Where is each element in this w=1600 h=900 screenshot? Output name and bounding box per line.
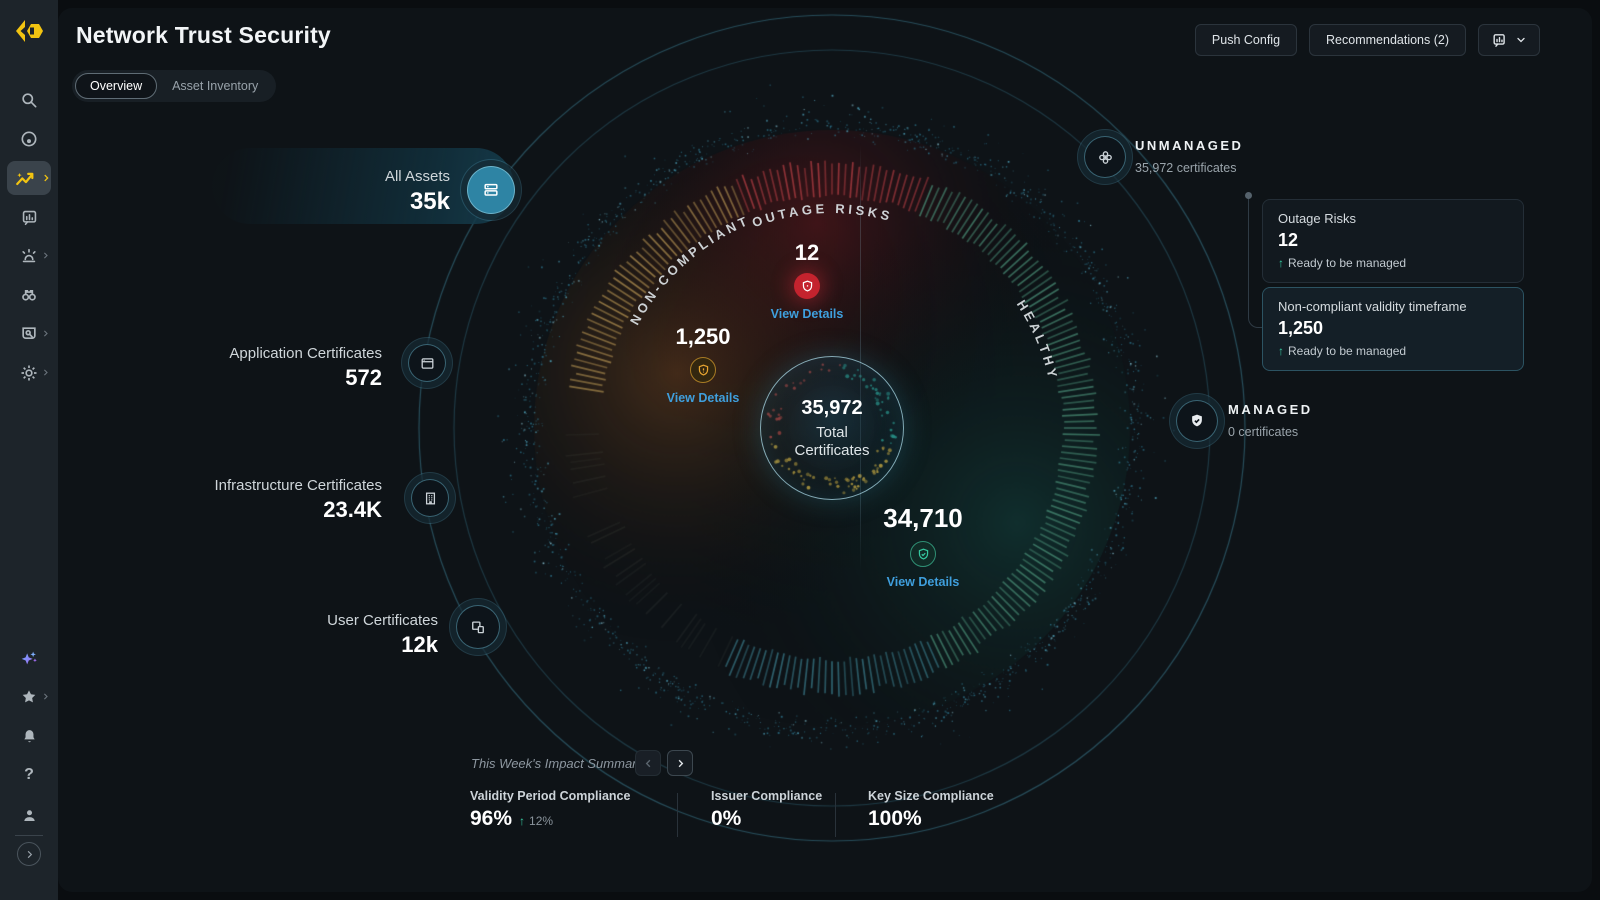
- sidebar-divider: [15, 835, 43, 836]
- stat-value: 100%: [868, 807, 922, 830]
- shield-warning-icon: [690, 357, 716, 383]
- dashboard-board-icon: [1491, 32, 1508, 49]
- stat-divider: [835, 793, 836, 837]
- total-certificates-circle: 35,972 Total Certificates: [760, 356, 904, 500]
- chevron-right-icon: [41, 329, 51, 339]
- devices-icon[interactable]: [456, 605, 500, 649]
- chevron-down-icon: [1515, 34, 1527, 46]
- help-icon[interactable]: ?: [24, 766, 34, 783]
- noncompliant-value: 1,250: [675, 324, 731, 349]
- tab-overview[interactable]: Overview: [75, 73, 158, 99]
- app-window-icon[interactable]: [408, 344, 446, 382]
- server-icon[interactable]: [467, 166, 515, 214]
- shield-alert-icon: [794, 273, 820, 299]
- stat-value: 96%: [470, 807, 513, 830]
- asset-infrastructure-certificates[interactable]: Infrastructure Certificates 23.4K: [182, 477, 382, 523]
- stat-validity-period-compliance: Validity Period Compliance 96% ↑ 12%: [470, 789, 631, 830]
- card-note: ↑ Ready to be managed: [1278, 344, 1407, 358]
- total-certificates-value: 35,972: [801, 397, 863, 419]
- healthy-value: 34,710: [883, 503, 963, 533]
- main-panel: OUTAGE RISKS NON-COMPLIANT HEALTHY Netwo…: [58, 8, 1592, 892]
- settings-icon[interactable]: [17, 361, 41, 385]
- building-icon[interactable]: [411, 479, 449, 517]
- noncompliant-view-details-link[interactable]: View Details: [666, 391, 740, 405]
- card-title: Outage Risks: [1278, 211, 1357, 226]
- asset-value: 12k: [401, 632, 438, 657]
- sidebar: ?: [0, 0, 58, 900]
- discovery-icon[interactable]: [17, 283, 41, 307]
- outage-risks-group: 12 View Details: [747, 240, 867, 321]
- noncompliant-group: 1,250 View Details: [643, 324, 763, 405]
- managed-node-icon[interactable]: [1176, 400, 1218, 442]
- managed-label: MANAGED: [1228, 402, 1313, 417]
- chevron-right-icon: [41, 368, 51, 378]
- scan-line: [860, 143, 861, 573]
- page-title: Network Trust Security: [76, 22, 331, 48]
- ai-assistant-icon[interactable]: [17, 646, 41, 670]
- asset-value: 23.4K: [323, 497, 382, 522]
- trust-map-icon: [13, 166, 37, 190]
- impact-prev-button[interactable]: [635, 750, 661, 776]
- header-actions: Push Config Recommendations (2): [1194, 24, 1540, 56]
- card-value: 12: [1278, 230, 1299, 250]
- asset-value: 572: [345, 365, 382, 390]
- asset-user-certificates[interactable]: User Certificates 12k: [238, 612, 438, 658]
- outage-view-details-link[interactable]: View Details: [770, 307, 844, 321]
- chevron-right-icon: [41, 251, 51, 261]
- asset-all-assets[interactable]: All Assets 35k: [250, 168, 450, 216]
- dashboard-menu-button[interactable]: [1478, 24, 1540, 56]
- up-arrow-icon: ↑: [1278, 256, 1284, 270]
- total-certificates-label-2: Certificates: [794, 442, 870, 459]
- asset-value: 35k: [409, 188, 450, 215]
- chevron-right-icon: [41, 692, 51, 702]
- account-icon[interactable]: [17, 803, 41, 827]
- healthy-group: 34,710 View Details: [853, 503, 993, 589]
- chevron-right-icon: [41, 173, 51, 183]
- up-arrow-icon: ↑: [1278, 344, 1284, 358]
- stat-value: 0%: [711, 807, 742, 830]
- impact-summary-title: This Week's Impact Summary: [471, 756, 644, 771]
- stat-issuer-compliance: Issuer Compliance 0%: [711, 789, 823, 830]
- shield-check-icon: [910, 541, 936, 567]
- card-connector-line: [1244, 192, 1263, 328]
- card-title: Non-compliant validity timeframe: [1278, 299, 1467, 314]
- impact-next-button[interactable]: [667, 750, 693, 776]
- asset-application-certificates[interactable]: Application Certificates 572: [182, 345, 382, 391]
- outage-risks-value: 12: [794, 240, 820, 265]
- asset-label: Infrastructure Certificates: [214, 477, 382, 494]
- push-config-button[interactable]: Push Config: [1194, 24, 1298, 56]
- asset-label: Application Certificates: [229, 345, 382, 362]
- stat-key-size-compliance: Key Size Compliance 100%: [868, 789, 994, 830]
- view-tabs: Overview Asset Inventory: [72, 70, 277, 102]
- favorites-icon[interactable]: [17, 685, 41, 709]
- delta-up-icon: ↑: [519, 814, 526, 828]
- tab-asset-inventory[interactable]: Asset Inventory: [172, 79, 259, 93]
- noncompliant-validity-card[interactable]: Non-compliant validity timeframe 1,250 ↑…: [1262, 287, 1524, 371]
- unmanaged-label: UNMANAGED: [1135, 138, 1244, 153]
- unmanaged-subtext: 35,972 certificates: [1135, 161, 1237, 175]
- radar-icon[interactable]: [17, 127, 41, 151]
- search-icon[interactable]: [17, 88, 41, 112]
- outage-risks-card[interactable]: Outage Risks 12 ↑ Ready to be managed: [1262, 199, 1524, 283]
- brand-logo[interactable]: [11, 13, 47, 49]
- expand-icon[interactable]: [17, 842, 41, 866]
- card-note: ↑ Ready to be managed: [1278, 256, 1407, 270]
- recommendations-button[interactable]: Recommendations (2): [1309, 24, 1466, 56]
- asset-label: User Certificates: [327, 612, 438, 629]
- unmanaged-node-icon[interactable]: [1084, 136, 1126, 178]
- reports-icon[interactable]: [17, 205, 41, 229]
- notifications-icon[interactable]: [17, 724, 41, 748]
- stat-divider: [677, 793, 678, 837]
- healthy-view-details-link[interactable]: View Details: [886, 575, 960, 589]
- managed-subtext: 0 certificates: [1228, 425, 1299, 439]
- total-certificates-label-1: Total: [816, 424, 848, 441]
- asset-row-selected-highlight[interactable]: [212, 148, 514, 224]
- alerts-icon[interactable]: [17, 244, 41, 268]
- asset-label: All Assets: [384, 168, 450, 185]
- remediation-icon[interactable]: [17, 322, 41, 346]
- card-value: 1,250: [1278, 318, 1324, 338]
